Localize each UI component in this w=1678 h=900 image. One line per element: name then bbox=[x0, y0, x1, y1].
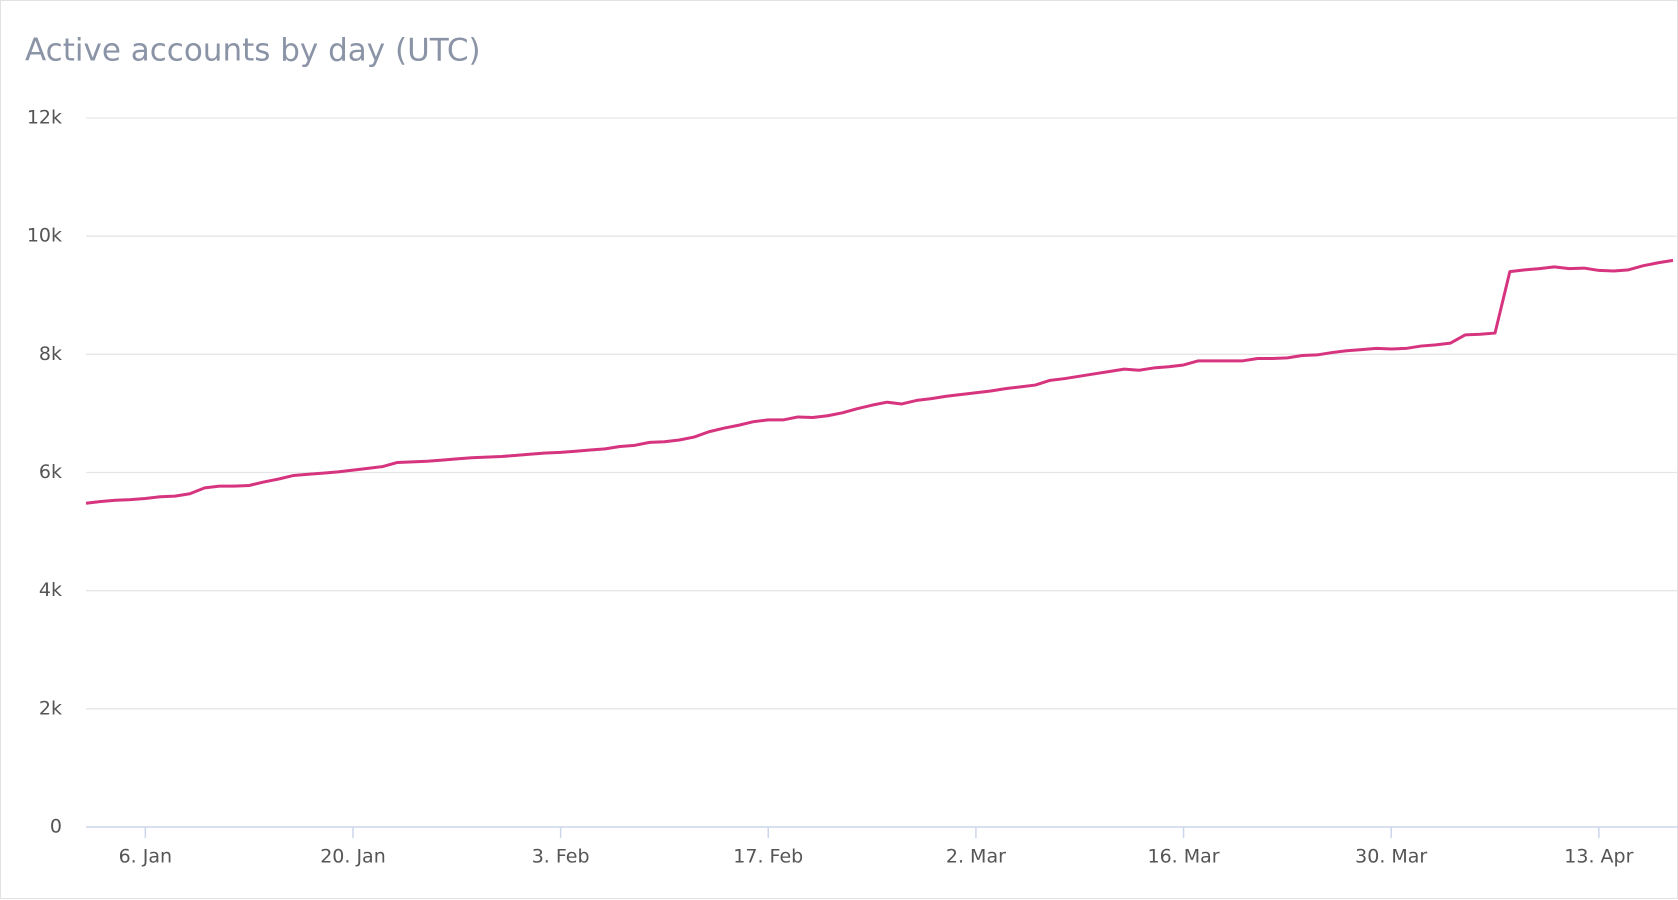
line-series bbox=[85, 258, 1674, 505]
y-tick-label: 0 bbox=[50, 816, 62, 838]
x-tick-label: 30. Mar bbox=[1355, 846, 1427, 868]
x-tick-label: 13. Apr bbox=[1564, 846, 1633, 868]
x-tick-label: 16. Mar bbox=[1147, 846, 1219, 868]
y-tick-label: 8k bbox=[39, 343, 62, 365]
chart-title: Active accounts by day (UTC) bbox=[25, 33, 481, 69]
y-tick-label: 12k bbox=[27, 107, 62, 129]
y-tick-label: 10k bbox=[27, 225, 62, 247]
x-tick-label: 2. Mar bbox=[946, 846, 1006, 868]
y-tick-label: 4k bbox=[39, 579, 62, 601]
x-tick-label: 3. Feb bbox=[532, 846, 590, 868]
x-tick-label: 6. Jan bbox=[119, 846, 172, 868]
x-tick-label: 17. Feb bbox=[733, 846, 803, 868]
x-tick-label: 20. Jan bbox=[320, 846, 386, 868]
y-tick-label: 2k bbox=[39, 697, 62, 719]
y-tick-label: 6k bbox=[39, 461, 62, 483]
